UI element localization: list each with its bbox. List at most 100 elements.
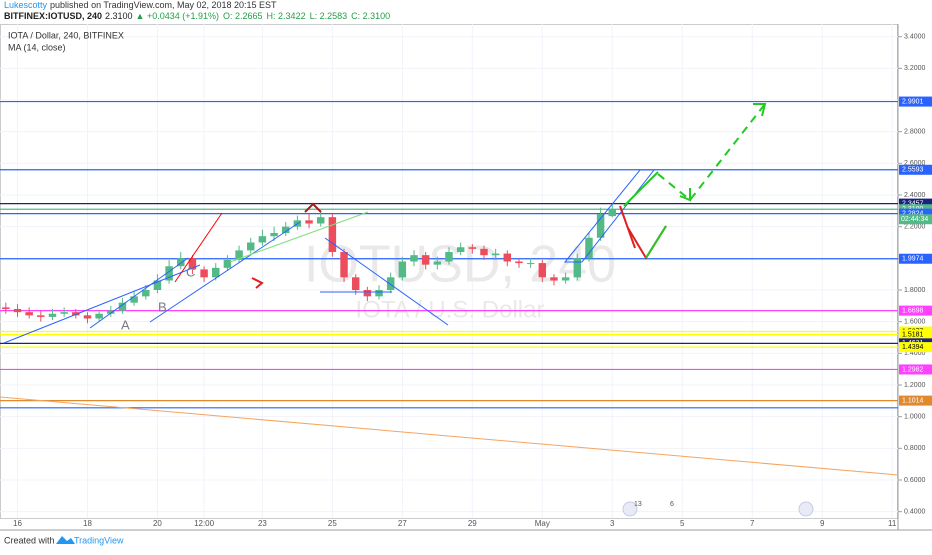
candle-body — [107, 310, 115, 314]
event-count: 13 — [634, 501, 642, 508]
arrow — [645, 225, 667, 259]
axes: 3.40003.20003.00002.80002.60002.40002.20… — [13, 34, 932, 528]
trend-line — [174, 212, 223, 283]
trend-line — [3, 264, 201, 344]
drawings — [0, 103, 899, 476]
y-tick-label: 2.2000 — [904, 224, 926, 231]
candle-body — [561, 277, 570, 281]
trend-line — [0, 396, 899, 476]
arrowhead — [753, 103, 767, 117]
y-tick-label: 1.8000 — [904, 287, 926, 294]
arrow — [619, 205, 636, 249]
candle-body — [48, 313, 57, 317]
y-tick-label: 1.0000 — [904, 414, 926, 421]
y-tick-label: 3.2000 — [904, 65, 926, 72]
candles — [2, 204, 617, 324]
annotation: C — [186, 264, 195, 279]
symbol: BITFINEX:IOTUSD, 240 — [4, 11, 102, 21]
candle-body — [25, 312, 33, 316]
candle-body — [2, 307, 10, 309]
candle-body — [37, 315, 45, 317]
candle-body — [608, 209, 617, 217]
candle-body — [118, 302, 127, 311]
level-label-box — [899, 208, 932, 219]
event-icon[interactable] — [798, 501, 814, 517]
event-count: 6 — [670, 501, 674, 508]
channel-line — [89, 257, 189, 329]
candle-body — [340, 252, 348, 278]
y-tick-label: 0.6000 — [904, 477, 926, 484]
y-tick-label: 1.6000 — [904, 319, 926, 326]
candle-body — [491, 253, 500, 256]
channel-line — [149, 221, 301, 323]
candle-body — [526, 263, 535, 265]
level-label: 1.5181 — [902, 331, 924, 338]
level-label: 2.5593 — [902, 167, 924, 174]
candle-body — [142, 290, 150, 297]
y-tick-label: 1.2000 — [904, 382, 926, 389]
candle-body — [130, 296, 138, 303]
candle-body — [573, 258, 582, 278]
countdown: 02:44:34 — [901, 216, 928, 223]
candle-body — [585, 237, 593, 259]
header-line: Lukescotty published on TradingView.com, … — [4, 0, 277, 10]
x-tick-label: 18 — [83, 519, 92, 528]
candle-body — [456, 247, 465, 252]
candle-body — [550, 277, 558, 281]
level-label-box — [899, 395, 932, 406]
level-label: 2.9901 — [902, 98, 924, 105]
candle-body — [386, 277, 395, 290]
level-label-box — [899, 198, 932, 209]
footer-created: Created with — [4, 535, 55, 545]
candle-body — [305, 220, 313, 224]
level-label-box — [899, 253, 932, 264]
candle-body — [398, 261, 407, 278]
x-tick-label: 5 — [680, 519, 685, 528]
candle-body — [375, 290, 383, 297]
candle-body — [95, 313, 103, 319]
symbol-line: BITFINEX:IOTUSD, 240 2.3100 ▲ +0.0434 (+1.… — [4, 11, 390, 21]
candle-body — [223, 259, 232, 268]
level-label: 2.2824 — [902, 210, 924, 217]
watermark-symbol: IOTUSD, 240 — [304, 236, 616, 294]
x-tick-label: 3 — [610, 519, 615, 528]
candle-body — [445, 252, 453, 262]
candle-body — [281, 226, 290, 233]
level-label-box — [899, 364, 932, 375]
level-label: 1.1014 — [902, 397, 924, 404]
level-label: 1.9974 — [902, 256, 924, 263]
countdown-box — [899, 214, 932, 225]
channel — [563, 169, 656, 263]
x-tick-label: 25 — [328, 519, 337, 528]
candle-body — [433, 261, 442, 265]
y-tick-label: 0.4000 — [904, 509, 926, 516]
candle-body — [212, 267, 220, 278]
arrow — [251, 277, 264, 289]
levels — [0, 100, 898, 409]
candle-body — [258, 236, 267, 243]
x-tick-label: 12:00 — [194, 519, 215, 528]
change: ▲ +0.0434 (+1.91%) — [136, 11, 219, 21]
annotation: A — [121, 317, 130, 332]
candle-body — [200, 269, 208, 278]
footer-brand[interactable]: TradingView — [74, 535, 124, 545]
candle-body — [60, 312, 68, 314]
level-label: 1.4394 — [902, 344, 924, 351]
x-tick-label: 29 — [468, 519, 477, 528]
watermark-name: IOTA / U.S. Dollar — [356, 296, 545, 323]
y-tick-label: 2.8000 — [904, 129, 926, 136]
level-label-box — [899, 342, 932, 353]
event-icon[interactable] — [622, 501, 638, 517]
level-label-box — [899, 164, 932, 175]
candle-body — [153, 280, 162, 290]
y-tick-label: 2.4000 — [904, 192, 926, 199]
x-tick-label: 23 — [258, 519, 267, 528]
y-tick-label: 0.8000 — [904, 445, 926, 452]
candle-body — [270, 233, 278, 237]
x-tick-label: 9 — [820, 519, 825, 528]
trend-line — [229, 211, 369, 263]
author[interactable]: Lukescotty — [4, 0, 48, 10]
